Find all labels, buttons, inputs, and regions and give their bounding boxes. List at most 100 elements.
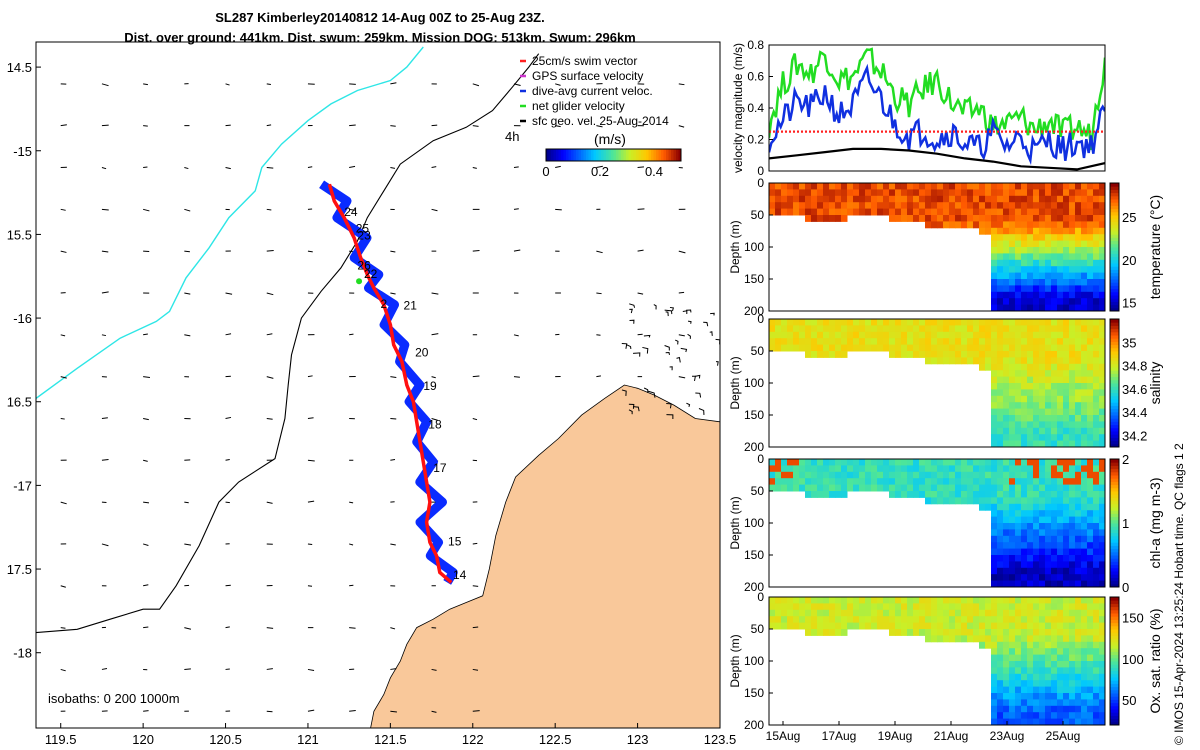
- section-cell: [1063, 325, 1070, 333]
- section-cell: [1099, 603, 1106, 611]
- section-cell: [793, 344, 800, 352]
- section-cell: [1021, 389, 1028, 397]
- section-cell: [1051, 389, 1058, 397]
- colorbar-cell: [1110, 645, 1119, 649]
- section-cell: [1045, 291, 1052, 299]
- section-cell: [1087, 535, 1094, 543]
- colorbar-cell: [568, 149, 572, 161]
- section-cell: [931, 183, 938, 190]
- section-cell: [937, 202, 944, 210]
- section-cell: [859, 609, 866, 617]
- section-cell: [1075, 189, 1082, 197]
- section-cell: [1009, 673, 1016, 681]
- section-cell: [769, 189, 776, 197]
- colorbar-cell: [1110, 421, 1119, 426]
- colorbar-cell: [633, 149, 637, 161]
- section-cell: [1015, 427, 1022, 435]
- section-cell: [859, 195, 866, 203]
- y-tick-label: 14.5: [7, 60, 32, 75]
- section-cell: [1021, 693, 1028, 700]
- colorbar-cell: [588, 149, 592, 161]
- section-cell: [823, 491, 830, 498]
- section-cell: [1057, 529, 1064, 537]
- section-cell: [1087, 291, 1094, 299]
- section-cell: [1075, 195, 1082, 203]
- section-cell: [1021, 648, 1028, 656]
- section-cell: [937, 357, 944, 365]
- section-cell: [1033, 471, 1040, 479]
- section-cell: [937, 319, 944, 326]
- section-cell: [1063, 693, 1070, 700]
- section-cell: [1015, 503, 1022, 511]
- section-cell: [991, 705, 998, 713]
- section-cell: [1015, 654, 1022, 662]
- section-cell: [1015, 641, 1022, 649]
- colorbar-cell: [556, 149, 559, 161]
- section-cell: [907, 465, 914, 473]
- section-cell: [1081, 389, 1088, 397]
- section-cell: [1045, 357, 1052, 365]
- section-cell: [1033, 408, 1040, 416]
- section-cell: [793, 459, 800, 466]
- section-cell: [1057, 616, 1064, 624]
- section-cell: [775, 183, 782, 190]
- depth-ylabel: Depth (m): [728, 496, 742, 549]
- section-cell: [1069, 548, 1076, 556]
- section-cell: [1039, 247, 1046, 254]
- section-cell: [817, 331, 824, 339]
- section-cell: [1069, 648, 1076, 656]
- section-cell: [889, 208, 896, 216]
- section-cell: [823, 478, 830, 486]
- section-cell: [985, 221, 992, 229]
- section-cell: [883, 478, 890, 486]
- colorbar-cell: [1110, 331, 1119, 336]
- island-fragment: [666, 403, 672, 409]
- section-cell: [1051, 567, 1058, 575]
- section-cell: [1057, 673, 1064, 681]
- section-cell: [1039, 402, 1046, 410]
- section-cell: [1099, 503, 1106, 511]
- section-cell: [787, 331, 794, 339]
- section-cell: [1057, 699, 1064, 707]
- section-cell: [1015, 510, 1022, 518]
- section-cell: [829, 319, 836, 326]
- section-cell: [1081, 272, 1088, 280]
- section-cell: [973, 357, 980, 365]
- colorbar-cell: [1110, 272, 1119, 277]
- colorbar-cell: [1110, 192, 1119, 197]
- geo-velocity-arrow: [143, 584, 149, 587]
- section-cell: [1099, 641, 1106, 649]
- section-cell: [1027, 202, 1034, 210]
- section-cell: [1069, 227, 1076, 235]
- section-cell: [955, 635, 962, 643]
- geo-velocity-arrow: [390, 292, 396, 295]
- colorbar-cell: [603, 149, 607, 161]
- section-cell: [817, 616, 824, 624]
- section-cell: [895, 331, 902, 339]
- section-cell: [1027, 376, 1034, 384]
- geo-velocity-arrow: [390, 627, 396, 630]
- section-cell: [985, 338, 992, 346]
- section-cell: [1057, 421, 1064, 429]
- section-cell: [949, 189, 956, 197]
- section-cell: [979, 183, 986, 190]
- island-fragment: [715, 338, 720, 345]
- section-cell: [907, 215, 914, 222]
- section-cell: [1009, 712, 1016, 720]
- section-cell: [913, 338, 920, 346]
- colorbar-cell: [1110, 363, 1119, 368]
- section-cell: [949, 183, 956, 190]
- colorbar-cell: [1110, 354, 1119, 358]
- section-cell: [1039, 516, 1046, 524]
- section-cell: [1021, 221, 1028, 229]
- colorbar-cell: [1110, 298, 1119, 302]
- colorbar-cell: [623, 149, 627, 161]
- geo-velocity-arrow: [307, 166, 313, 168]
- section-cell: [1075, 609, 1082, 617]
- section-cell: [1057, 680, 1064, 688]
- section-cell: [1039, 542, 1046, 550]
- section-cell: [817, 325, 824, 333]
- geo-velocity-arrow: [266, 249, 274, 252]
- colorbar-cell: [1110, 709, 1119, 713]
- section-cell: [1057, 542, 1064, 550]
